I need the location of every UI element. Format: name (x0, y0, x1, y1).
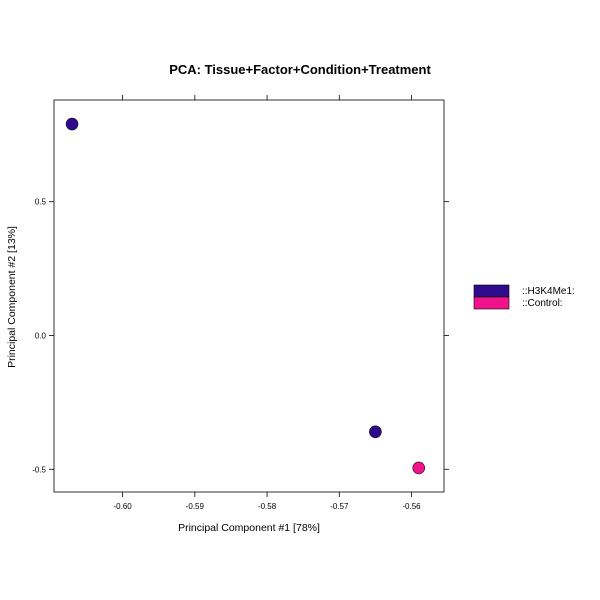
data-point (65, 117, 79, 131)
legend-label: ::Control: (522, 298, 563, 309)
legend-swatch (473, 296, 510, 310)
x-tick-label: -0.56 (402, 502, 421, 511)
y-tick-label: -0.5 (32, 465, 46, 474)
x-tick-label: -0.59 (186, 502, 205, 511)
legend: ::H3K4Me1:::Control: (473, 284, 575, 310)
y-tick-label: 0.0 (35, 331, 47, 340)
y-tick-label: 0.5 (35, 198, 47, 207)
x-tick-label: -0.60 (113, 502, 132, 511)
x-axis: -0.60 -0.59 -0.58 -0.57 -0.56 (113, 95, 421, 511)
x-tick-label: -0.58 (258, 502, 277, 511)
x-axis-label: Principal Component #1 [78%] (178, 522, 320, 534)
data-point (369, 425, 382, 439)
data-point (412, 461, 426, 475)
legend-swatch (473, 284, 510, 298)
legend-label: ::H3K4Me1: (522, 286, 575, 297)
x-tick-label: -0.57 (330, 502, 349, 511)
chart-title: PCA: Tissue+Factor+Condition+Treatment (169, 62, 431, 77)
y-axis-label: Principal Component #2 [13%] (6, 226, 18, 368)
data-points (65, 117, 426, 475)
plot-frame (53, 99, 445, 493)
y-axis: 0.5 0.0 -0.5 (32, 198, 449, 474)
